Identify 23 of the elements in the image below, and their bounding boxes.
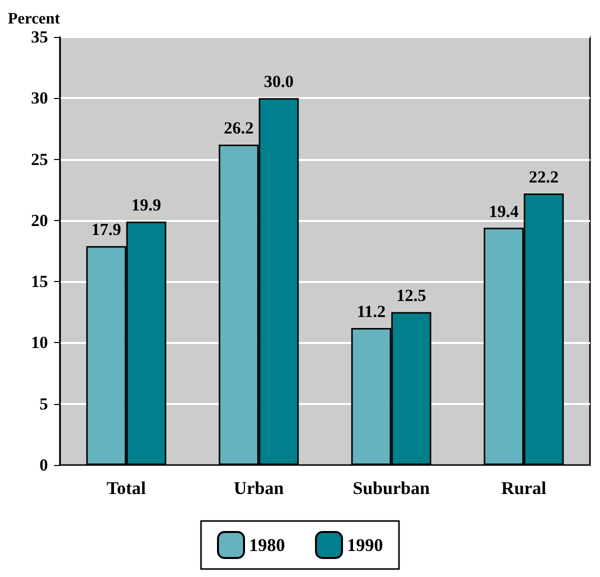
- y-tick-label: 30: [31, 88, 48, 108]
- legend-label: 1980: [249, 535, 285, 555]
- y-tick-label: 35: [31, 28, 48, 46]
- y-tick-label: 15: [31, 272, 48, 292]
- y-tick-label: 20: [31, 210, 48, 230]
- y-tick-label: 10: [31, 333, 48, 352]
- y-tick-label: 0: [40, 456, 48, 474]
- x-tick-label: Suburban: [352, 478, 430, 498]
- y-tick-label: 25: [31, 150, 48, 169]
- text: 17.9: [91, 220, 122, 240]
- text: 11.2: [356, 302, 386, 322]
- y-axis-title: Percent: [8, 10, 61, 28]
- text: 22.2: [528, 168, 559, 187]
- x-tick-label: Total: [106, 478, 146, 498]
- text: 19.4: [488, 202, 519, 221]
- text: 26.2: [224, 118, 254, 138]
- x-tick-label: Urban: [234, 478, 284, 498]
- text: 30.0: [264, 72, 294, 92]
- x-tick-label: Rural: [501, 478, 546, 498]
- y-tick-label: 5: [40, 394, 48, 414]
- legend-label: 1990: [347, 535, 383, 555]
- text: 12.5: [396, 286, 426, 306]
- text: 19.9: [131, 196, 162, 215]
